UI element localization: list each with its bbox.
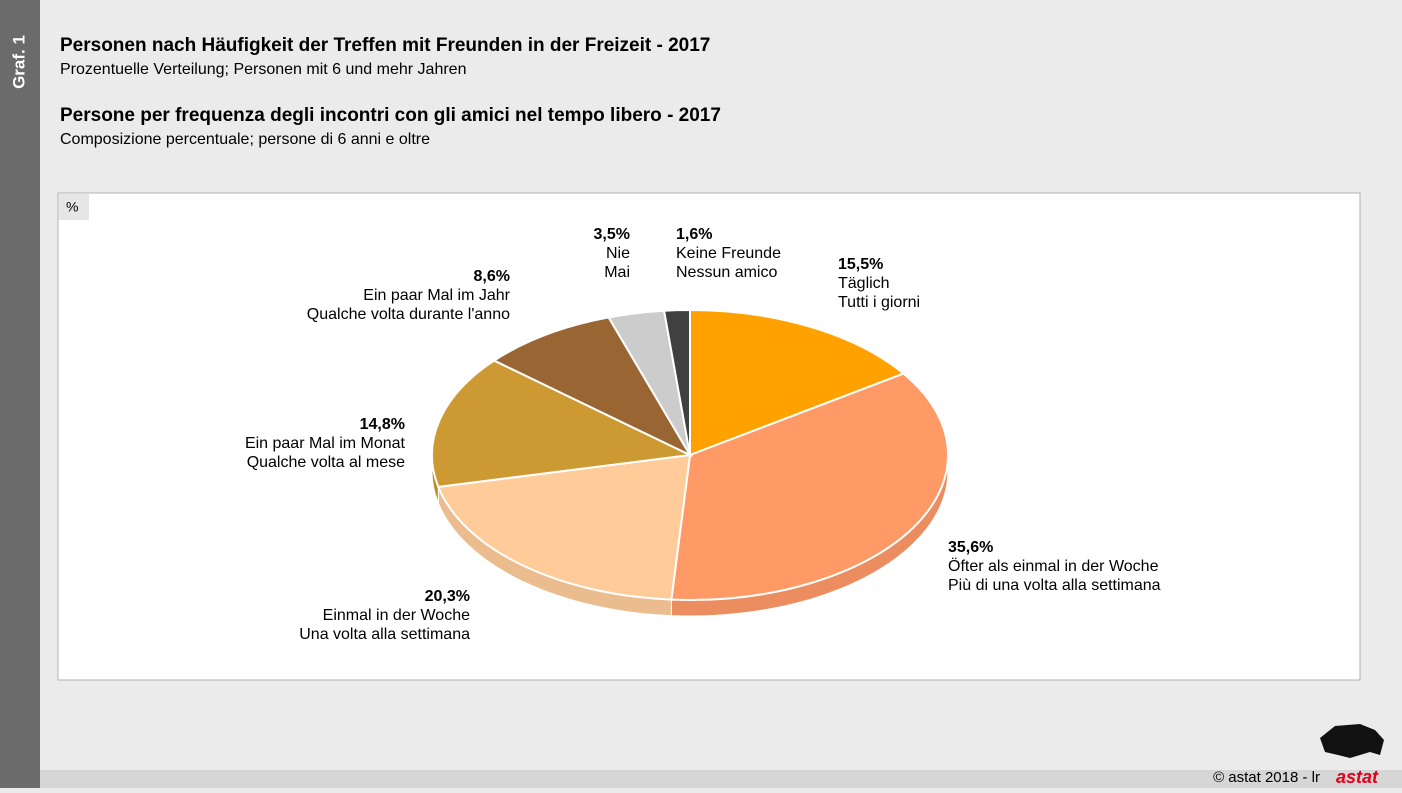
side-strip bbox=[0, 0, 40, 788]
slice bbox=[436, 453, 692, 601]
slice-label: Qualche volta durante l'anno bbox=[307, 306, 510, 323]
source: © astat 2018 - lr bbox=[1213, 769, 1320, 786]
unit-label: % bbox=[66, 199, 78, 215]
slice bbox=[670, 372, 949, 601]
slice-label: Keine Freunde bbox=[676, 245, 781, 262]
chart-title: Personen nach Häufigkeit der Treffen mit… bbox=[60, 35, 710, 56]
slice-label: Nie bbox=[606, 245, 630, 262]
slice bbox=[492, 316, 693, 458]
slice-label: Nessun amico bbox=[676, 264, 777, 281]
slice-label: Ein paar Mal im Monat bbox=[245, 435, 406, 452]
slice-label: Täglich bbox=[838, 275, 890, 292]
data-label: 8,6% bbox=[474, 268, 510, 285]
slice-label: Einmal in der Woche bbox=[323, 607, 470, 624]
data-label: 20,3% bbox=[425, 588, 470, 605]
figure-label: Graf. 1 bbox=[9, 35, 28, 89]
slice-label: Ein paar Mal im Jahr bbox=[363, 287, 510, 304]
slice-label: Qualche volta al mese bbox=[247, 454, 405, 471]
logo: astat bbox=[1336, 767, 1379, 787]
slice bbox=[431, 359, 694, 488]
chart-subtitle-it: Composizione percentuale; persone di 6 a… bbox=[60, 131, 430, 148]
data-label: 3,5% bbox=[594, 226, 630, 243]
data-label: 14,8% bbox=[360, 416, 405, 433]
slice bbox=[689, 308, 906, 457]
data-label: 1,6% bbox=[676, 226, 712, 243]
slice-label: Mai bbox=[604, 264, 630, 281]
logo-shape bbox=[1320, 724, 1384, 758]
footer-band bbox=[40, 770, 1402, 788]
slice-label: Öfter als einmal in der Woche bbox=[948, 557, 1159, 575]
chart-subtitle: Prozentuelle Verteilung; Personen mit 6 … bbox=[60, 61, 466, 78]
slice-label: Più di una volta alla settimana bbox=[948, 577, 1161, 594]
slice bbox=[662, 308, 691, 456]
chart-title-it: Persone per frequenza degli incontri con… bbox=[60, 105, 721, 126]
unit-box bbox=[59, 194, 89, 220]
data-label: 15,5% bbox=[838, 256, 883, 273]
slice-label: Tutti i giorni bbox=[838, 294, 920, 311]
slice-label: Una volta alla settimana bbox=[299, 626, 470, 643]
data-label: 35,6% bbox=[948, 539, 993, 556]
